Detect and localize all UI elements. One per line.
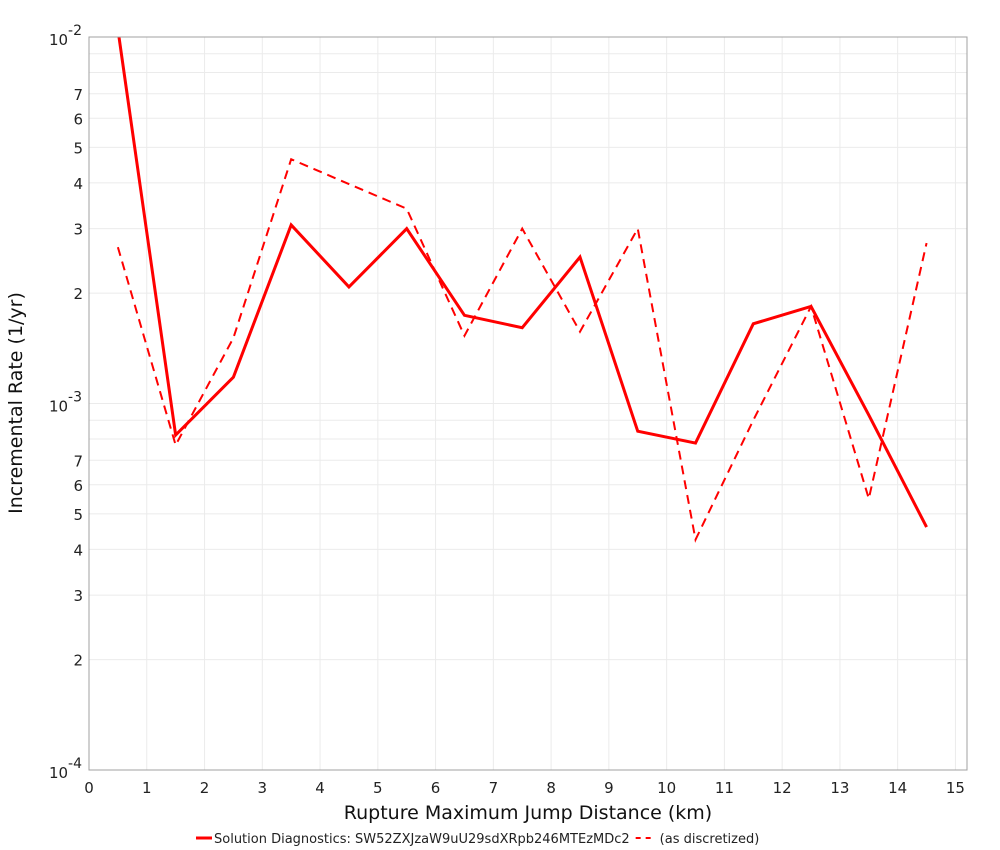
plot-frame [88, 36, 968, 771]
discretized-series-line [116, 157, 928, 543]
x-tick-label: 6 [431, 779, 441, 797]
y-axis-ticks: 10-2 10-3 10-4 2 3 4 5 6 7 2 3 4 5 6 7 [49, 23, 83, 782]
x-tick-label: 4 [315, 779, 325, 797]
x-tick-label: 12 [773, 779, 792, 797]
y-axis-label: Incremental Rate (1/yr) [5, 292, 27, 514]
x-tick-label: 14 [888, 779, 907, 797]
x-tick-label: 5 [373, 779, 383, 797]
y-minor-tick-label: 2 [73, 652, 83, 670]
y-minor-tick-label: 3 [73, 221, 83, 239]
y-minor-tick-label: 6 [73, 477, 83, 495]
y-tick-label: 10-3 [49, 390, 82, 416]
x-tick-label: 0 [84, 779, 94, 797]
solution-series-line [117, 37, 928, 528]
y-minor-tick-label: 7 [73, 452, 83, 470]
y-tick-label: 10-2 [49, 23, 82, 49]
x-tick-label: 11 [715, 779, 734, 797]
y-minor-tick-label: 4 [73, 175, 83, 193]
x-tick-label: 9 [604, 779, 614, 797]
x-tick-label: 2 [200, 779, 210, 797]
legend-item-label: Solution Diagnostics: SW52ZXJzaW9uU29sdX… [214, 832, 630, 847]
x-tick-label: 15 [946, 779, 965, 797]
x-tick-label: 8 [546, 779, 556, 797]
y-minor-tick-label: 4 [73, 541, 83, 559]
x-axis-ticks: 0 1 2 3 4 5 6 7 8 9 10 11 12 13 14 15 [84, 779, 965, 797]
x-tick-label: 7 [489, 779, 499, 797]
y-minor-tick-label: 2 [73, 285, 83, 303]
x-tick-label: 1 [142, 779, 152, 797]
x-tick-label: 13 [830, 779, 849, 797]
legend: Solution Diagnostics: SW52ZXJzaW9uU29sdX… [196, 832, 759, 847]
y-minor-tick-label: 5 [73, 506, 83, 524]
y-minor-tick-label: 6 [73, 110, 83, 128]
y-minor-tick-label: 7 [73, 86, 83, 104]
x-tick-label: 10 [657, 779, 676, 797]
y-minor-tick-label: 3 [73, 587, 83, 605]
x-tick-label: 3 [258, 779, 268, 797]
x-axis-label: Rupture Maximum Jump Distance (km) [344, 802, 712, 824]
grid-lines [88, 36, 967, 771]
y-minor-tick-label: 5 [73, 139, 83, 157]
legend-item-label: (as discretized) [660, 832, 760, 847]
series-lines [116, 37, 928, 543]
y-tick-label: 10-4 [49, 756, 82, 782]
